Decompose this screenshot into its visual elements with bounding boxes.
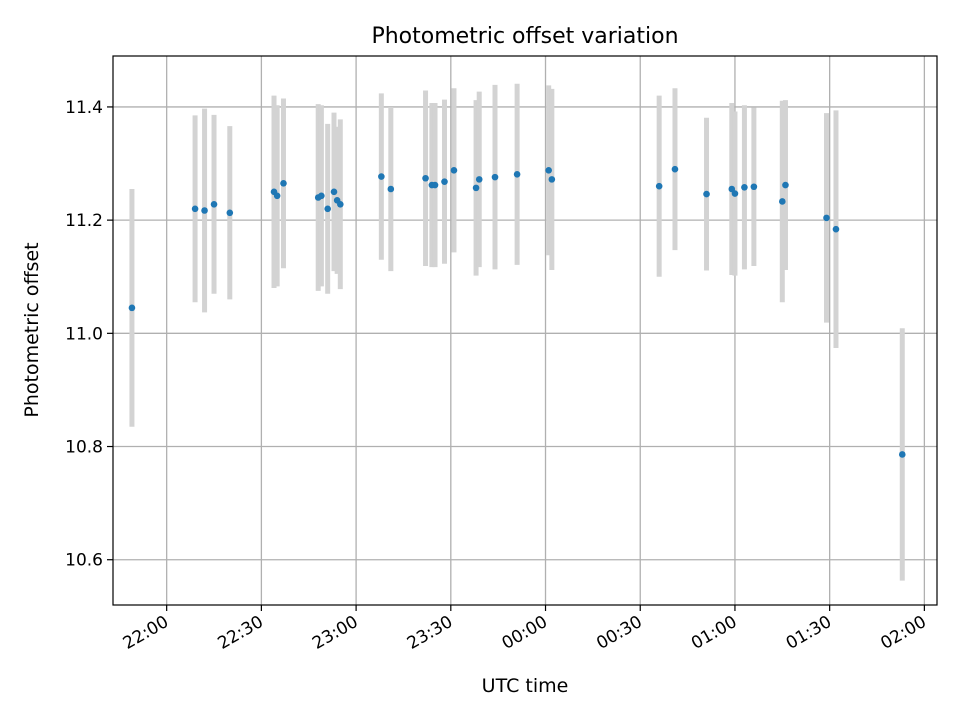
data-point (475, 176, 483, 183)
data-point (324, 205, 331, 213)
x-axis-label: UTC time (482, 675, 569, 697)
grid (113, 56, 937, 605)
data-point (387, 185, 395, 193)
data-point (472, 184, 480, 192)
data-point (823, 214, 830, 222)
data-point (330, 188, 338, 196)
data-point (378, 173, 385, 180)
data-point (201, 207, 208, 214)
data-point (422, 174, 429, 182)
data-point (741, 184, 748, 191)
data-points (128, 165, 906, 458)
data-point (128, 304, 136, 312)
data-point (273, 192, 281, 200)
data-point (779, 198, 786, 205)
data-point (671, 165, 679, 173)
y-tick-label: 10.6 (65, 551, 103, 571)
data-point (191, 205, 199, 213)
data-point (782, 181, 789, 189)
data-point (226, 209, 234, 217)
y-axis-label: Photometric offset (21, 242, 43, 417)
data-point (750, 183, 758, 191)
data-point (431, 181, 439, 189)
data-point (441, 178, 448, 185)
data-point (280, 180, 287, 187)
data-point (513, 170, 521, 178)
data-point (898, 451, 906, 458)
data-point (655, 182, 663, 190)
data-point (545, 167, 552, 174)
data-point (703, 190, 710, 198)
data-point (491, 173, 499, 181)
y-axis-ticks: 10.6 10.8 11.0 11.2 11.4 (65, 98, 113, 571)
data-point (548, 176, 556, 183)
data-point (450, 167, 458, 174)
plot-frame (112, 55, 938, 606)
y-tick-label: 11.2 (65, 211, 103, 231)
chart-title: Photometric offset variation (371, 24, 678, 49)
data-point (210, 200, 218, 208)
data-point (337, 200, 344, 208)
data-point (832, 225, 840, 233)
y-tick-label: 10.8 (65, 438, 103, 458)
y-tick-label: 11.4 (65, 98, 103, 118)
data-point (731, 190, 739, 197)
y-tick-label: 11.0 (65, 324, 103, 344)
data-point (318, 192, 325, 200)
